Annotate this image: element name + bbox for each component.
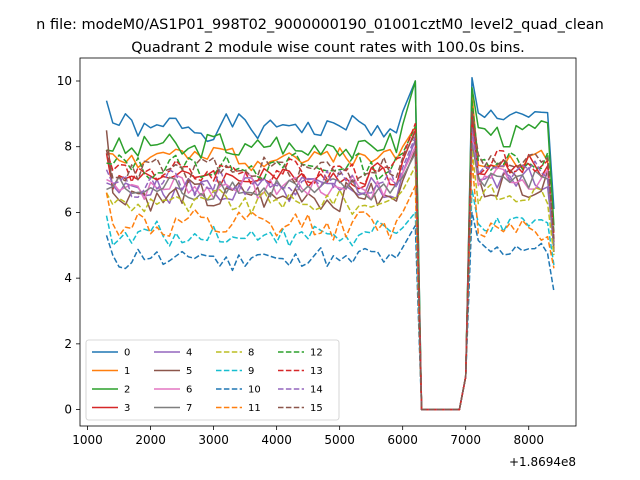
series-line-6 — [106, 129, 555, 411]
x-tick-label: 8000 — [513, 433, 544, 447]
series-layer — [105, 76, 555, 411]
series-line-2 — [106, 80, 555, 411]
legend-box — [85, 339, 340, 421]
y-tick-label: 10 — [57, 74, 72, 88]
axes-frame — [79, 57, 577, 427]
series-line-8 — [105, 149, 555, 411]
legend-label-6: 6 — [186, 385, 192, 396]
series-line-1 — [106, 93, 555, 411]
series-line-14 — [105, 126, 555, 411]
legend-label-13: 13 — [310, 366, 323, 377]
figure-suptitle: n file: modeM0/AS1P01_998T02_9000000190_… — [36, 17, 604, 33]
legend-label-7: 7 — [186, 403, 192, 414]
legend-label-8: 8 — [248, 348, 254, 359]
series-line-9 — [105, 188, 555, 411]
series-line-10 — [105, 211, 555, 411]
series-line-11 — [105, 159, 555, 411]
legend-label-15: 15 — [310, 403, 323, 414]
x-tick-label: 4000 — [261, 433, 292, 447]
legend-label-2: 2 — [124, 385, 130, 396]
chart-title: Quadrant 2 module wise count rates with … — [131, 40, 525, 56]
x-offset-label: +1.8694e8 — [509, 455, 576, 469]
x-tick-label: 7000 — [450, 433, 481, 447]
series-line-15 — [105, 109, 555, 411]
legend-label-11: 11 — [248, 403, 261, 414]
x-tick-label: 2000 — [135, 433, 166, 447]
y-tick-label: 4 — [64, 271, 72, 285]
series-line-13 — [105, 113, 555, 411]
legend-label-14: 14 — [310, 385, 323, 396]
legend-label-12: 12 — [310, 348, 323, 359]
legend-label-10: 10 — [248, 385, 261, 396]
legend-label-5: 5 — [186, 366, 192, 377]
y-axis: 0 2 4 6 8 10 — [57, 74, 80, 417]
x-tick-label: 6000 — [387, 433, 418, 447]
x-axis: 1000 2000 3000 4000 5000 6000 7000 8000 — [72, 426, 544, 447]
x-tick-label: 3000 — [198, 433, 229, 447]
y-tick-label: 6 — [64, 205, 72, 219]
x-tick-label: 1000 — [72, 433, 103, 447]
legend-label-3: 3 — [124, 403, 130, 414]
legend-label-4: 4 — [186, 348, 192, 359]
legend-label-9: 9 — [248, 366, 254, 377]
y-tick-label: 8 — [64, 140, 72, 154]
y-tick-label: 0 — [64, 403, 72, 417]
x-tick-label: 5000 — [324, 433, 355, 447]
series-line-0 — [105, 76, 555, 411]
y-tick-label: 2 — [64, 337, 72, 351]
legend-label-1: 1 — [124, 366, 130, 377]
legend-label-0: 0 — [124, 348, 130, 359]
